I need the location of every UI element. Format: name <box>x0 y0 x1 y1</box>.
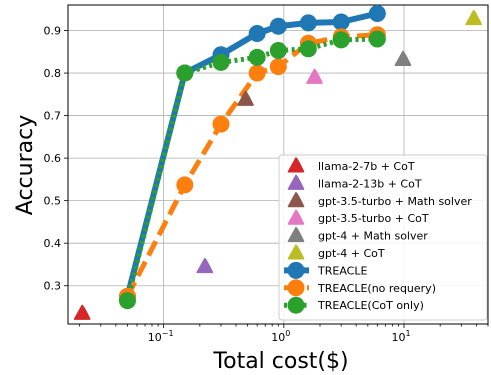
series-point <box>299 14 317 32</box>
legend-marker <box>287 174 305 190</box>
x-tick-exponent: 0 <box>285 329 290 338</box>
legend-marker <box>287 244 305 260</box>
model-point <box>73 304 91 320</box>
x-tick-label: 100 <box>271 329 290 344</box>
series-point <box>299 40 317 58</box>
legend-label: TREACLE <box>317 264 367 277</box>
x-tick-exponent: 1 <box>405 329 410 338</box>
legend-marker <box>287 209 305 225</box>
legend-label: gpt-3.5-turbo + CoT <box>318 212 429 225</box>
legend-label: TREACLE(CoT only) <box>317 299 424 312</box>
series-point <box>269 58 287 76</box>
series-point <box>368 5 386 23</box>
series-point <box>332 31 350 49</box>
series-lines <box>118 5 386 310</box>
series-point <box>269 42 287 60</box>
legend: llama-2-7b + CoT llama-2-13b + CoT gpt-3.5… <box>278 154 488 321</box>
x-axis-ticks: 10−1 100 101 <box>79 324 489 344</box>
y-tick-label: 0.6 <box>44 152 62 165</box>
series-point <box>212 115 230 133</box>
model-point <box>237 90 254 106</box>
model-point <box>394 50 412 66</box>
x-axis-label: Total cost($) <box>212 349 348 374</box>
legend-marker <box>287 261 305 279</box>
legend-label: gpt-4 + Math solver <box>318 230 428 243</box>
y-axis-ticks: 0.3 0.4 0.5 0.6 0.7 0.8 0.9 <box>44 25 68 293</box>
series-point <box>212 53 230 71</box>
legend-marker <box>287 296 305 314</box>
x-tick-label: 10−1 <box>148 329 174 344</box>
legend-marker <box>287 226 305 243</box>
model-point <box>306 68 323 84</box>
series-point <box>332 13 350 31</box>
x-tick-base: 10 <box>271 331 285 344</box>
series-point <box>248 24 266 42</box>
y-axis-label: Accuracy <box>13 115 38 215</box>
y-tick-label: 0.7 <box>44 110 62 123</box>
y-tick-label: 0.8 <box>44 67 62 80</box>
model-point <box>196 257 214 274</box>
series-point <box>176 64 194 82</box>
legend-box <box>278 154 488 321</box>
series-point <box>368 30 386 48</box>
y-tick-label: 0.9 <box>44 25 62 38</box>
legend-marker <box>287 157 305 173</box>
legend-label: gpt-4 + CoT <box>318 247 385 260</box>
y-tick-label: 0.5 <box>44 195 62 208</box>
legend-label: TREACLE(no requery) <box>317 282 436 295</box>
model-points <box>73 9 483 320</box>
y-tick-label: 0.3 <box>44 280 62 293</box>
x-tick-exponent: −1 <box>162 329 174 338</box>
series-point <box>248 48 266 66</box>
series-point <box>118 292 136 310</box>
legend-marker <box>287 192 305 208</box>
legend-label: gpt-3.5-turbo + Math solver <box>318 195 472 208</box>
x-tick-label: 101 <box>391 329 410 344</box>
series-point <box>269 17 287 35</box>
legend-label: llama-2-13b + CoT <box>318 177 422 190</box>
legend-marker <box>287 279 305 297</box>
x-tick-base: 10 <box>148 331 162 344</box>
series-point <box>176 176 194 194</box>
y-tick-label: 0.4 <box>44 237 62 250</box>
legend-label: llama-2-7b + CoT <box>318 160 415 173</box>
model-point <box>465 9 483 26</box>
series-point <box>248 64 266 82</box>
x-tick-base: 10 <box>391 331 405 344</box>
